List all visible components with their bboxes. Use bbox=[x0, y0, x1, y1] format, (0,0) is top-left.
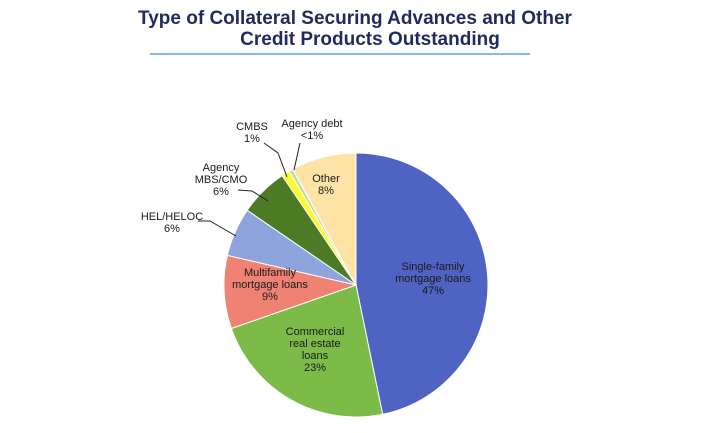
label-cmbs: CMBS 1% bbox=[236, 121, 268, 145]
title-underline bbox=[150, 53, 530, 55]
label-commercial-real-estate-loans: Commercial real estate loans 23% bbox=[286, 326, 345, 374]
chart-title: Type of Collateral Securing Advances and… bbox=[0, 8, 720, 50]
pie-slices bbox=[223, 152, 489, 418]
slice-labels: Single-family mortgage loans 47% Commercial… bbox=[141, 118, 472, 374]
slice-other bbox=[292, 152, 357, 286]
chart-title-line-1: Type of Collateral Securing Advances and… bbox=[138, 8, 572, 29]
chart-title-line-2: Credit Products Outstanding bbox=[240, 29, 500, 50]
label-single-family-mortgage-loans: Single-family mortgage loans 47% bbox=[395, 261, 471, 297]
leader-lines bbox=[198, 142, 301, 237]
leader-hel-heloc bbox=[198, 220, 237, 237]
label-agency-debt: Agency debt <1% bbox=[281, 118, 342, 142]
leader-cmbs bbox=[263, 142, 288, 178]
label-hel-heloc: HEL/HELOC 6% bbox=[141, 211, 203, 235]
slice-commercial-real-estate-loans bbox=[230, 284, 384, 418]
leader-agency-mbs-cmo bbox=[237, 189, 269, 202]
label-agency-mbs-cmo: Agency MBS/CMO 6% bbox=[195, 162, 248, 198]
label-other: Other 8% bbox=[312, 173, 340, 197]
label-multifamily-mortgage-loans: Multifamily mortgage loans 9% bbox=[232, 267, 308, 303]
leader-agency-debt bbox=[293, 142, 301, 171]
slice-single-family-mortgage-loans bbox=[355, 152, 489, 415]
